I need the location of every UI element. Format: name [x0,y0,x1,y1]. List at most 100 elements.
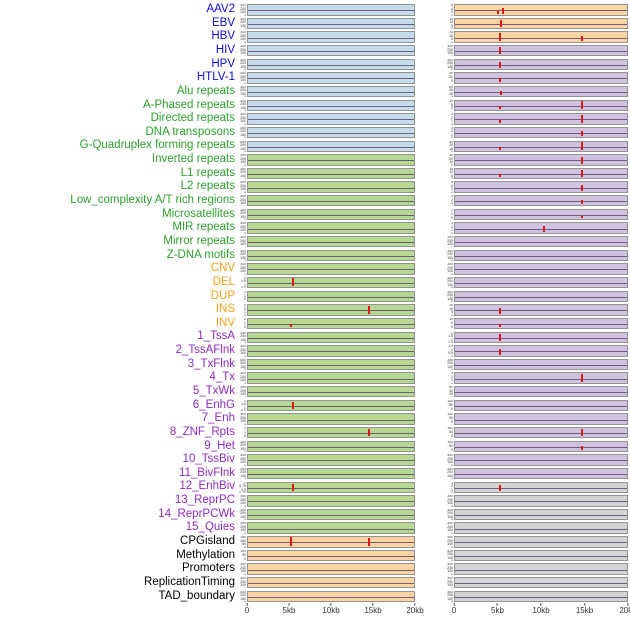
y-tick-label: 200 [240,74,246,79]
column-gap [415,64,445,65]
y-tick-label: 0 [451,519,453,520]
y-tick-label: 40 [449,388,453,393]
y-tick-label: 100 [240,596,246,601]
baseline-line [455,269,627,271]
baseline-line [455,64,627,66]
row-label-10-tssbiv: 10_TssBiv [182,453,235,466]
y-tick-label: 300 [240,17,246,21]
row-label-8-znf-rpts: 8_ZNF_Rpts [169,425,235,438]
y-axis-ticks-right: 1.510.50 [445,345,454,356]
y-tick-label: 3 [451,126,453,130]
track-panel-left [247,222,415,234]
y-tick-label: 100 [240,364,246,369]
y-tick-label: 100 [240,569,246,574]
baseline-line [248,364,414,366]
y-axis-ticks-left: 100 50 0 [238,550,247,561]
y-tick-label: 100 [447,596,453,601]
y-tick-label: 300 [240,126,246,130]
baseline-line [248,392,414,394]
track-panel-right [454,263,628,275]
y-tick-label: 200 [240,224,246,229]
signal-spike [498,348,501,355]
baseline-line [455,228,627,230]
y-tick-label: 100 [240,78,246,83]
y-tick-label: 0 [244,505,246,506]
track-panel-left [247,413,415,425]
baseline-line [248,310,414,312]
y-tick-label: 1 [244,320,246,325]
y-tick-label: 50 [449,429,453,434]
y-tick-label: 1 [451,378,453,383]
y-tick-label: 1 [451,211,453,216]
baseline-line [455,460,627,462]
row-label-low-complexity-a-t-rich-regions: Low_complexity A/T rich regions [70,194,235,207]
column-gap [415,323,445,324]
column-gap [415,132,445,133]
track-panel-left [247,17,415,30]
x-tick-mark [330,603,332,606]
baseline-line [455,160,627,162]
x-axis-left: 0 5kb 10kb 15kb 20kb [245,603,424,625]
baseline-line [248,187,414,189]
baseline-line [455,542,627,544]
baseline-line [248,419,414,421]
row-label-del: DEL [212,275,235,288]
x-tick-label: 0 [451,606,457,615]
y-tick-label: 100 [447,473,453,478]
y-tick-label: 0 [451,301,453,302]
track-panel-right [454,45,628,57]
y-tick-label: 10 [449,160,453,165]
baseline-line [455,378,627,380]
track-panel-left [247,536,415,548]
y-tick-label: 300 [240,4,246,8]
signal-spike [290,537,293,546]
y-tick-label: 1.5 [448,345,453,349]
y-tick-label: 0 [451,55,453,56]
y-tick-label: 0 [244,123,246,124]
baseline-line [455,283,627,285]
row-label-inverted-repeats: Inverted repeats [151,153,235,166]
y-tick-label: 200 [240,334,246,338]
track-panel-left [247,167,415,180]
y-tick-label: 200 [240,265,246,270]
x-tick-label: 5kb [282,606,296,615]
track-panel-right [454,167,628,180]
signal-spike [581,169,584,178]
y-tick-label: 200 [240,61,246,66]
row-label-ebv: EBV [211,16,235,29]
signal-spike [581,130,584,137]
signal-spike [498,174,501,178]
track-panel-left [247,331,415,343]
y-tick-label: 0 [244,532,246,533]
y-tick-label: 100 [240,392,246,397]
y-tick-label: 200 [240,374,246,379]
x-tick: 20kb [406,603,424,615]
y-tick-label: 200 [240,497,246,502]
y-tick-label: 100 [447,51,453,56]
baseline-line [455,596,627,598]
y-tick-label: 0 [244,423,246,424]
signal-spike [581,374,584,382]
y-tick-label: 200 [447,579,453,584]
y-tick-label: 300 [240,263,246,267]
signal-spike [581,142,584,150]
y-tick-label: 1 [244,310,246,315]
baseline-line [455,501,627,503]
column-gap [415,214,445,215]
y-tick-label: 200 [447,497,453,502]
y-axis-ticks-right: 100 50 0 [445,413,454,424]
